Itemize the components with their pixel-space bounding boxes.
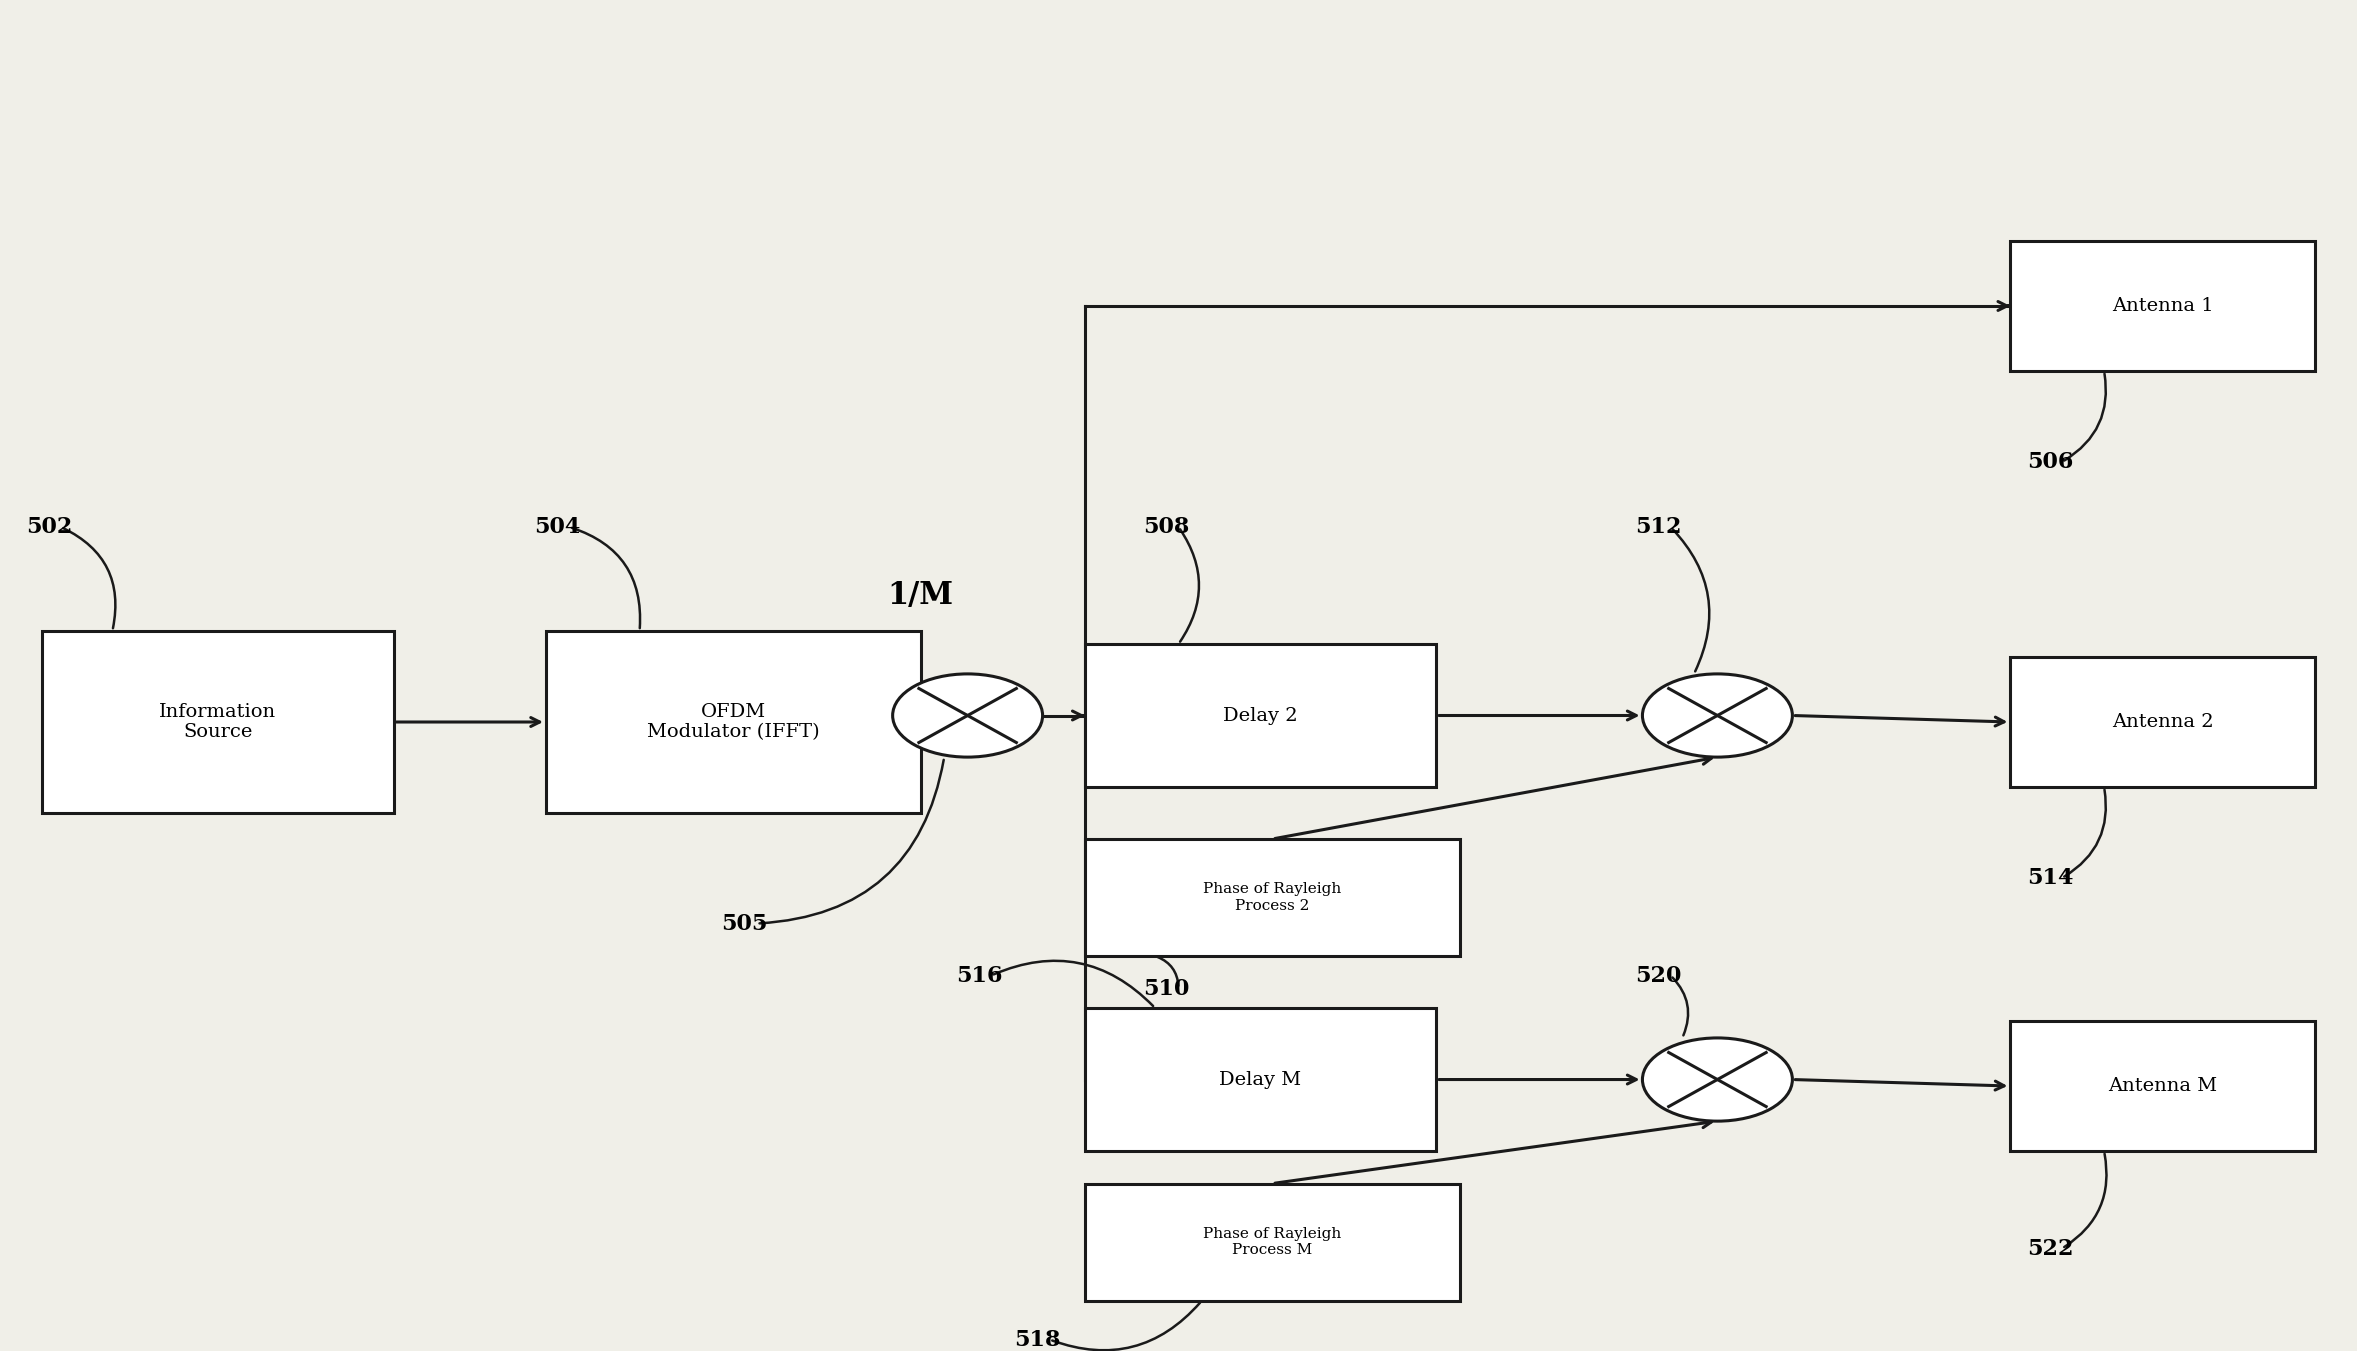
- FancyBboxPatch shape: [2011, 240, 2315, 372]
- Text: 514: 514: [2027, 867, 2074, 889]
- FancyBboxPatch shape: [547, 631, 922, 813]
- Text: 502: 502: [26, 516, 73, 538]
- Text: Phase of Rayleigh
Process M: Phase of Rayleigh Process M: [1202, 1227, 1341, 1258]
- Text: OFDM
Modulator (IFFT): OFDM Modulator (IFFT): [646, 703, 820, 742]
- Text: 506: 506: [2027, 451, 2074, 473]
- Text: Antenna 1: Antenna 1: [2112, 297, 2213, 315]
- FancyBboxPatch shape: [2011, 657, 2315, 788]
- Text: 1/M: 1/M: [889, 581, 955, 612]
- FancyBboxPatch shape: [42, 631, 394, 813]
- Text: 504: 504: [535, 516, 580, 538]
- Text: Information
Source: Information Source: [160, 703, 276, 742]
- Circle shape: [893, 674, 1042, 757]
- Text: Antenna M: Antenna M: [2107, 1077, 2218, 1096]
- Text: 512: 512: [1636, 516, 1683, 538]
- Text: 510: 510: [1143, 978, 1190, 1000]
- FancyBboxPatch shape: [1084, 1183, 1459, 1301]
- FancyBboxPatch shape: [1084, 839, 1459, 957]
- Circle shape: [1643, 674, 1791, 757]
- Text: Antenna 2: Antenna 2: [2112, 713, 2213, 731]
- Circle shape: [1643, 1038, 1791, 1121]
- FancyBboxPatch shape: [1084, 644, 1435, 788]
- FancyBboxPatch shape: [1084, 1008, 1435, 1151]
- Text: 518: 518: [1014, 1328, 1061, 1351]
- Text: 520: 520: [1636, 965, 1683, 986]
- Text: 516: 516: [957, 965, 1002, 986]
- FancyBboxPatch shape: [2011, 1021, 2315, 1151]
- Text: 522: 522: [2027, 1238, 2074, 1259]
- Text: Phase of Rayleigh
Process 2: Phase of Rayleigh Process 2: [1202, 882, 1341, 913]
- Text: Delay M: Delay M: [1219, 1070, 1301, 1089]
- Text: Delay 2: Delay 2: [1223, 707, 1299, 724]
- Text: 505: 505: [721, 912, 768, 935]
- Text: 508: 508: [1143, 516, 1190, 538]
